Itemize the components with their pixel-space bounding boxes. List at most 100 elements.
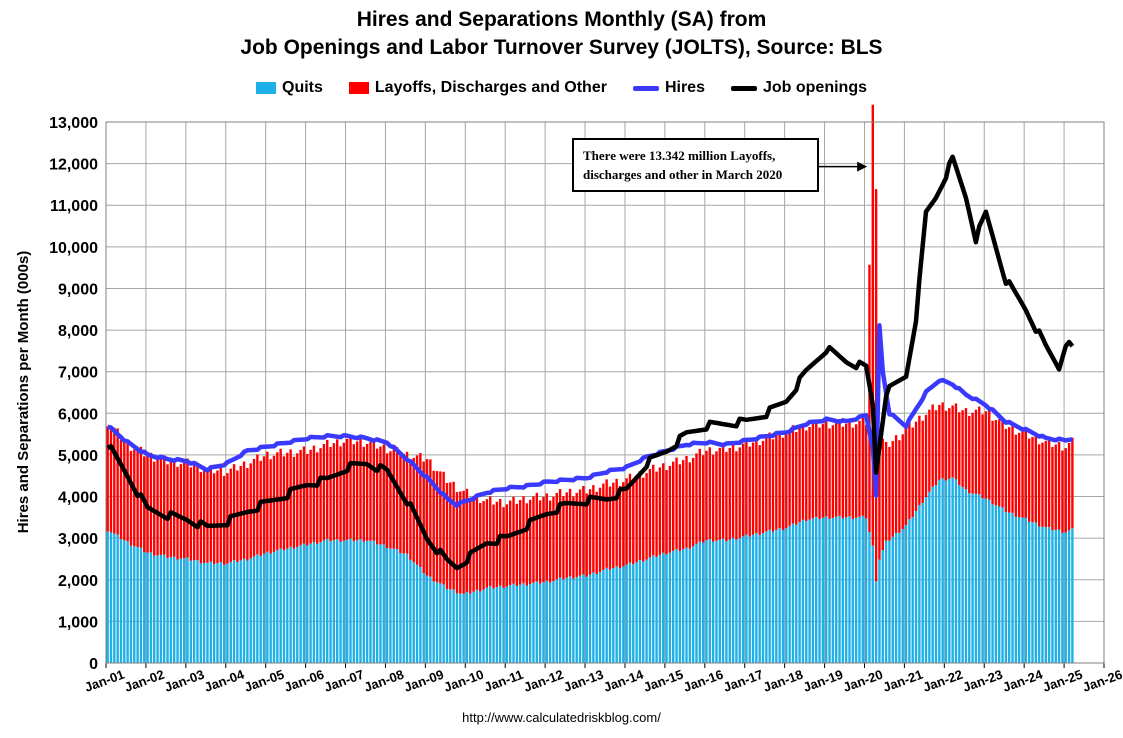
bar-layoffs <box>755 438 758 533</box>
bar-quits <box>711 541 715 663</box>
bar-quits <box>1051 530 1054 663</box>
bar-layoffs <box>898 440 901 533</box>
bar-quits <box>445 589 449 663</box>
bar-layoffs <box>961 410 964 488</box>
legend-item-layoffs: Layoffs, Discharges and Other <box>348 79 607 97</box>
bar-quits <box>868 531 871 663</box>
bar-layoffs <box>422 461 425 574</box>
bar-quits <box>289 546 292 663</box>
bar-quits <box>808 519 811 663</box>
bar-layoffs <box>545 493 548 581</box>
bar-quits <box>462 593 465 663</box>
bar-layoffs <box>761 440 765 534</box>
bar-quits <box>166 557 169 663</box>
bar-quits <box>854 517 858 663</box>
bar-quits <box>728 539 731 663</box>
bar-layoffs <box>202 470 206 563</box>
bar-quits <box>153 555 156 663</box>
annotation-box <box>572 138 819 192</box>
bar-quits <box>894 532 898 663</box>
bar-layoffs <box>505 504 509 587</box>
bar-quits <box>1054 529 1057 663</box>
bar-layoffs <box>339 446 342 542</box>
bar-quits <box>186 557 189 663</box>
bar-quits <box>535 581 539 663</box>
bar-quits <box>741 536 745 663</box>
bar-layoffs <box>658 467 662 555</box>
bar-quits <box>851 518 855 663</box>
bar-layoffs <box>555 492 558 580</box>
bar-quits <box>342 540 346 663</box>
bar-quits <box>296 546 299 663</box>
bar-quits <box>831 517 835 663</box>
y-tick-label: 5,000 <box>58 448 98 465</box>
bar-quits <box>405 553 409 663</box>
bar-layoffs <box>994 420 998 506</box>
bar-quits <box>532 582 535 663</box>
bar-quits <box>322 540 326 663</box>
bar-quits <box>572 578 575 663</box>
bar-quits <box>938 479 941 663</box>
chart-title-line2: Job Openings and Labor Turnover Survey (… <box>240 36 883 59</box>
bar-layoffs <box>968 415 971 494</box>
bar-layoffs <box>698 448 702 542</box>
bar-quits <box>592 572 595 663</box>
bar-quits <box>765 531 768 663</box>
bar-quits <box>545 580 548 663</box>
bar-layoffs <box>718 447 721 540</box>
bar-quits <box>1024 517 1028 663</box>
bar-layoffs <box>119 440 123 540</box>
bar-quits <box>605 567 608 663</box>
bar-quits <box>695 543 698 663</box>
bar-layoffs <box>815 420 818 517</box>
bar-layoffs <box>665 470 668 555</box>
bar-quits <box>805 520 808 663</box>
bar-quits <box>858 516 861 663</box>
x-tick-label: Jan-16 <box>681 667 725 695</box>
bar-quits <box>525 585 529 663</box>
bar-quits <box>705 540 708 663</box>
bar-quits <box>442 584 445 663</box>
y-tick-label: 6,000 <box>58 406 98 423</box>
bar-layoffs <box>206 467 209 563</box>
bar-quits <box>918 505 921 663</box>
bar-layoffs <box>721 444 725 539</box>
bar-layoffs <box>741 443 745 537</box>
bar-quits <box>169 557 173 663</box>
bar-quits <box>924 497 928 663</box>
bar-layoffs <box>518 500 522 585</box>
legend-swatch-layoffs <box>348 82 369 94</box>
bar-layoffs <box>831 425 835 518</box>
x-tick-label: Jan-09 <box>402 667 446 695</box>
bar-layoffs <box>355 441 359 541</box>
x-tick-label: Jan-14 <box>601 666 646 694</box>
bar-quits <box>725 541 728 663</box>
bar-layoffs <box>958 412 961 486</box>
bar-layoffs <box>838 419 841 516</box>
bar-layoffs <box>379 446 382 545</box>
bar-layoffs <box>369 441 372 541</box>
bar-layoffs <box>851 427 855 519</box>
bar-layoffs <box>558 489 562 578</box>
bar-layoffs <box>612 482 615 568</box>
bar-quits <box>485 587 489 663</box>
bar-quits <box>139 547 143 663</box>
bar-layoffs <box>256 454 259 555</box>
bar-layoffs <box>525 503 529 586</box>
bar-quits <box>1041 526 1044 663</box>
bar-quits <box>362 541 366 663</box>
bar-layoffs <box>588 489 592 575</box>
x-tick-label: Jan-19 <box>801 667 845 695</box>
bar-quits <box>465 591 469 663</box>
bar-layoffs <box>326 439 329 539</box>
bar-layoffs <box>109 427 113 533</box>
bar-quits <box>841 518 845 663</box>
bar-quits <box>309 543 312 663</box>
bar-layoffs <box>678 464 682 551</box>
bar-quits <box>984 498 988 663</box>
bar-layoffs <box>465 488 469 592</box>
bar-quits <box>402 553 405 663</box>
bar-quits <box>988 499 991 663</box>
bar-quits <box>835 516 838 663</box>
bar-layoffs <box>1037 444 1041 527</box>
